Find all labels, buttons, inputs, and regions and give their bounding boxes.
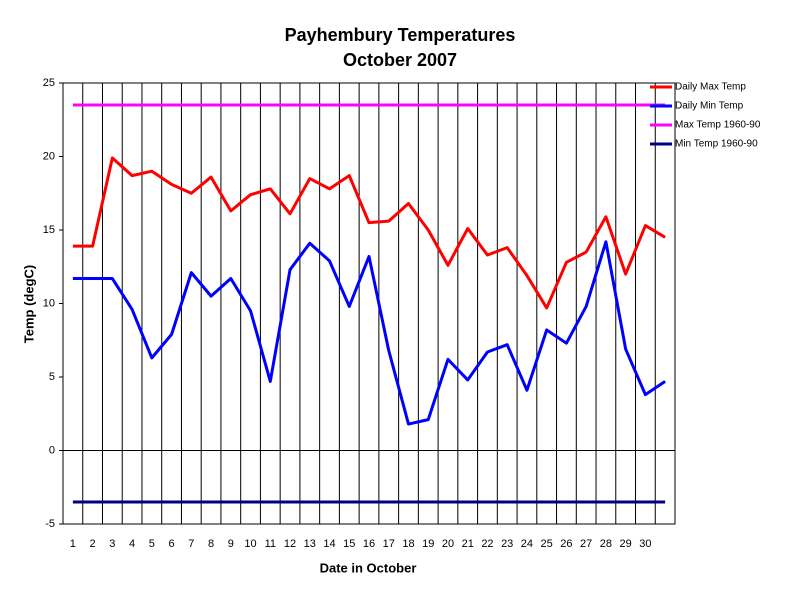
x-tick-label: 29 xyxy=(620,538,632,550)
x-tick-label: 21 xyxy=(462,538,474,550)
x-tick-label: 2 xyxy=(90,538,96,550)
y-tick-label: 10 xyxy=(43,297,55,309)
series-line xyxy=(72,156,666,310)
y-tick-label: 20 xyxy=(43,150,55,162)
x-tick-label: 7 xyxy=(188,538,194,550)
x-tick-label: 4 xyxy=(129,538,135,550)
x-tick-label: 8 xyxy=(208,538,214,550)
chart-subtitle: October 2007 xyxy=(343,50,457,70)
x-tick-label: 23 xyxy=(501,538,513,550)
x-tick-label: 24 xyxy=(521,538,533,550)
y-axis-title: Temp (degC) xyxy=(21,265,36,343)
x-tick-label: 9 xyxy=(228,538,234,550)
y-tick-label: 0 xyxy=(49,444,55,456)
x-tick-label: 18 xyxy=(402,538,414,550)
x-tick-label: 6 xyxy=(169,538,175,550)
x-tick-label: 15 xyxy=(343,538,355,550)
x-tick-label: 3 xyxy=(109,538,115,550)
x-tick-label: 26 xyxy=(560,538,572,550)
legend-label: Daily Min Temp xyxy=(675,101,744,112)
y-tick-label: -5 xyxy=(45,518,55,530)
x-axis-title: Date in October xyxy=(320,560,417,575)
x-tick-label: 17 xyxy=(383,538,395,550)
y-tick-label: 15 xyxy=(43,224,55,236)
x-tick-label: 27 xyxy=(580,538,592,550)
x-tick-label: 28 xyxy=(600,538,612,550)
x-tick-label: 25 xyxy=(541,538,553,550)
x-tick-label: 19 xyxy=(422,538,434,550)
x-tick-label: 20 xyxy=(442,538,454,550)
x-tick-label: 5 xyxy=(149,538,155,550)
y-tick-label: 25 xyxy=(43,77,55,89)
x-tick-label: 1 xyxy=(70,538,76,550)
plot-area xyxy=(62,82,676,525)
x-tick-label: 13 xyxy=(304,538,316,550)
x-tick-label: 16 xyxy=(363,538,375,550)
x-tick-label: 11 xyxy=(265,538,276,550)
x-tick-label: 10 xyxy=(244,538,256,550)
legend-label: Daily Max Temp xyxy=(675,82,746,93)
y-tick-label: 5 xyxy=(49,371,55,383)
chart-title: Payhembury Temperatures xyxy=(285,25,516,45)
x-tick-label: 12 xyxy=(284,538,296,550)
series-line xyxy=(72,240,666,426)
legend-label: Min Temp 1960-90 xyxy=(675,139,758,150)
x-tick-label: 22 xyxy=(481,538,493,550)
x-tick-label: 14 xyxy=(323,538,335,550)
x-tick-label: 30 xyxy=(639,538,651,550)
legend-label: Max Temp 1960-90 xyxy=(675,120,761,131)
